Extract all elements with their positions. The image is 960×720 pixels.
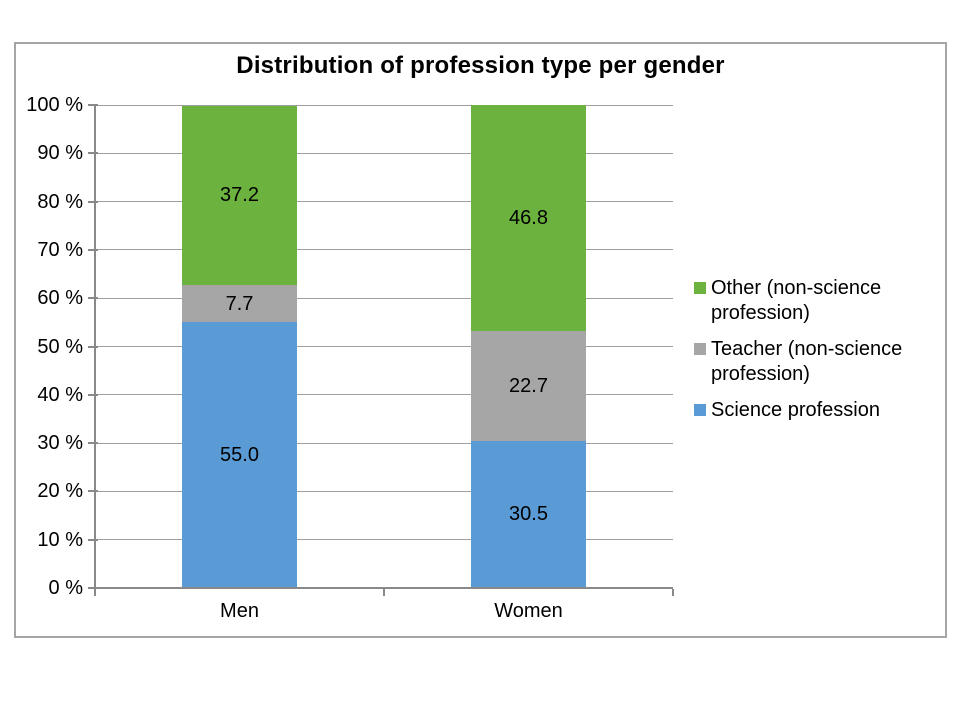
legend-item-label: Teacher (non-science profession) [711, 338, 903, 385]
x-axis-line [95, 587, 673, 589]
x-axis-category-label: Women [494, 600, 563, 622]
bar-value-label: 30.5 [509, 503, 548, 526]
bar-value-label: 7.7 [225, 292, 254, 315]
bar-segment-men-other [182, 105, 297, 286]
legend-swatch [694, 343, 706, 355]
legend-item: Other (non-science profession) [694, 276, 939, 326]
y-axis-tick-label: 20 % [37, 480, 83, 503]
bar-value-label: 46.8 [509, 207, 548, 230]
legend: Other (non-science profession) Teacher (n… [694, 276, 939, 423]
x-axis-tick [383, 589, 385, 596]
y-axis-tick [88, 297, 98, 300]
gridline [95, 394, 673, 396]
bar-segment-men-teacher [182, 285, 297, 323]
gridline [95, 490, 673, 492]
y-axis-tick [88, 248, 98, 251]
y-axis-tick-label: 50 % [37, 335, 83, 358]
y-axis-tick-label: 10 % [37, 528, 83, 551]
bar-value-label: 22.7 [509, 374, 548, 397]
bar-segment-men-science [182, 322, 297, 588]
chart-title: Distribution of profession type per gend… [236, 52, 725, 79]
y-axis-tick-label: 30 % [37, 432, 83, 455]
y-axis-tick-label: 40 % [37, 383, 83, 406]
bar-segment-women-teacher [471, 331, 586, 441]
y-axis-tick-label: 80 % [37, 190, 83, 213]
y-axis-tick-label: 0 % [48, 577, 83, 599]
gridline [95, 297, 673, 299]
y-axis-tick-label: 90 % [37, 142, 83, 165]
bar-segment-women-science [471, 440, 586, 588]
x-axis-tick [672, 589, 674, 596]
x-axis-category-label: Men [220, 600, 259, 622]
legend-item: Science profession [694, 398, 939, 423]
legend-item: Teacher (non-science profession) [694, 337, 939, 387]
y-axis-tick [88, 104, 98, 106]
legend-swatch [694, 282, 706, 294]
legend-item-label: Other (non-science profession) [711, 277, 882, 324]
y-axis-tick [88, 393, 98, 396]
y-axis-tick-label: 70 % [37, 238, 83, 261]
y-axis-tick [88, 538, 98, 541]
x-axis-tick [94, 589, 96, 596]
bar-segment-women-other [471, 105, 586, 332]
bar-value-label: 55.0 [220, 444, 259, 467]
gridline [95, 442, 673, 444]
y-axis-tick-label: 100 % [26, 94, 83, 116]
gridline [95, 346, 673, 347]
y-axis-tick [88, 200, 98, 203]
y-axis-tick [88, 345, 98, 348]
y-axis-tick [88, 587, 98, 589]
y-axis-tick [88, 442, 98, 445]
legend-swatch [694, 404, 706, 416]
gridline [95, 201, 673, 203]
y-axis-tick-label: 60 % [37, 287, 83, 310]
y-axis-tick [88, 490, 98, 493]
gridline [95, 104, 673, 106]
y-axis-tick [88, 152, 98, 155]
gridline [95, 539, 673, 541]
bar-value-label: 37.2 [220, 184, 259, 207]
gridline [95, 249, 673, 251]
legend-item-label: Science profession [711, 399, 880, 421]
gridline [95, 152, 673, 154]
plot-area: 55.0 7.7 37.2 30.5 22.7 46.8 [95, 104, 673, 588]
